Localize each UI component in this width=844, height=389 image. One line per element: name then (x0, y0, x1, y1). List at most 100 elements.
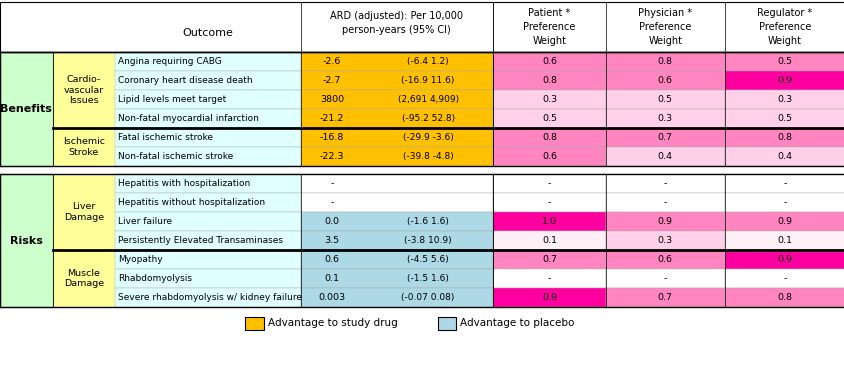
Bar (723, 52, 844, 71)
Text: 0.9: 0.9 (541, 293, 556, 302)
Text: Risks: Risks (10, 235, 43, 245)
Text: Angina requiring CABG: Angina requiring CABG (118, 57, 222, 66)
Text: 0.7: 0.7 (657, 293, 672, 302)
Text: -22.3: -22.3 (319, 152, 344, 161)
Text: 0.8: 0.8 (776, 133, 792, 142)
Bar (0, 52, 52, 166)
Bar (300, 71, 492, 90)
Text: 0.6: 0.6 (657, 76, 672, 85)
Text: 0.8: 0.8 (776, 293, 792, 302)
Bar (723, 147, 844, 166)
Text: Coronary heart disease death: Coronary heart disease death (118, 76, 252, 85)
Bar (52, 128, 116, 166)
Bar (300, 52, 492, 71)
Text: 0.5: 0.5 (541, 114, 556, 123)
Bar (492, 231, 605, 250)
Bar (300, 250, 492, 269)
Text: -16.8: -16.8 (319, 133, 344, 142)
Bar (52, 250, 116, 307)
Text: (-4.5 5.6): (-4.5 5.6) (407, 255, 448, 264)
Bar (116, 193, 300, 212)
Text: 0.6: 0.6 (324, 255, 339, 264)
Text: (-95.2 52.8): (-95.2 52.8) (401, 114, 454, 123)
Text: Muscle
Damage: Muscle Damage (64, 269, 104, 288)
Text: 0.4: 0.4 (657, 152, 672, 161)
Text: 0.3: 0.3 (541, 95, 556, 104)
Bar (492, 147, 605, 166)
Bar (605, 231, 723, 250)
Bar (116, 71, 300, 90)
Text: (-6.4 1.2): (-6.4 1.2) (407, 57, 448, 66)
Bar (300, 128, 492, 147)
Text: 0.0: 0.0 (324, 217, 339, 226)
Bar (300, 109, 492, 128)
Text: 0.8: 0.8 (541, 76, 556, 85)
Bar (723, 269, 844, 288)
Bar (492, 269, 605, 288)
Text: (-39.8 -4.8): (-39.8 -4.8) (403, 152, 453, 161)
Bar (723, 212, 844, 231)
Bar (605, 212, 723, 231)
Bar (492, 128, 605, 147)
Text: person-years (95% CI): person-years (95% CI) (342, 25, 451, 35)
Text: 0.3: 0.3 (657, 114, 672, 123)
Bar (0, 2, 844, 52)
Bar (116, 288, 300, 307)
Text: Preference: Preference (638, 22, 690, 32)
Text: Physician *: Physician * (637, 8, 691, 18)
Text: 0.6: 0.6 (541, 152, 556, 161)
Bar (605, 109, 723, 128)
Bar (492, 174, 605, 193)
Bar (300, 231, 492, 250)
Bar (116, 174, 300, 193)
Text: -: - (782, 198, 786, 207)
Bar (492, 52, 605, 71)
Text: 3.5: 3.5 (324, 236, 339, 245)
Text: 0.9: 0.9 (657, 217, 672, 226)
Text: Lipid levels meet target: Lipid levels meet target (118, 95, 226, 104)
Bar (116, 52, 300, 71)
Text: 0.3: 0.3 (776, 95, 792, 104)
Text: 0.9: 0.9 (776, 255, 792, 264)
Text: ARD (adjusted): Per 10,000: ARD (adjusted): Per 10,000 (330, 11, 463, 21)
Text: 0.5: 0.5 (657, 95, 672, 104)
Text: -: - (547, 179, 550, 188)
Bar (300, 174, 492, 193)
Text: Fatal ischemic stroke: Fatal ischemic stroke (118, 133, 214, 142)
Text: 0.8: 0.8 (657, 57, 672, 66)
Bar (492, 288, 605, 307)
Bar (52, 52, 116, 128)
Text: (-1.6 1.6): (-1.6 1.6) (407, 217, 448, 226)
Text: 0.1: 0.1 (776, 236, 792, 245)
Text: Liver
Damage: Liver Damage (64, 202, 104, 222)
Bar (605, 128, 723, 147)
Bar (723, 288, 844, 307)
Text: Non-fatal ischemic stroke: Non-fatal ischemic stroke (118, 152, 234, 161)
Text: -: - (663, 179, 666, 188)
Text: -: - (547, 198, 550, 207)
Bar (245, 317, 263, 330)
Bar (605, 71, 723, 90)
Text: Weight: Weight (647, 36, 682, 46)
Bar (723, 193, 844, 212)
Text: -2.6: -2.6 (322, 57, 341, 66)
Bar (723, 71, 844, 90)
Text: 0.3: 0.3 (657, 236, 672, 245)
Bar (605, 269, 723, 288)
Text: (2,691 4,909): (2,691 4,909) (397, 95, 458, 104)
Text: Hepatitis without hospitalization: Hepatitis without hospitalization (118, 198, 265, 207)
Text: -: - (330, 198, 333, 207)
Text: Regulator *: Regulator * (756, 8, 811, 18)
Text: -: - (547, 274, 550, 283)
Bar (723, 174, 844, 193)
Text: Advantage to study drug: Advantage to study drug (268, 319, 397, 328)
Text: (-1.5 1.6): (-1.5 1.6) (407, 274, 448, 283)
Bar (300, 212, 492, 231)
Bar (605, 193, 723, 212)
Bar (492, 90, 605, 109)
Bar (605, 147, 723, 166)
Bar (437, 317, 456, 330)
Text: (-3.8 10.9): (-3.8 10.9) (403, 236, 452, 245)
Text: Rhabdomyolysis: Rhabdomyolysis (118, 274, 192, 283)
Bar (300, 288, 492, 307)
